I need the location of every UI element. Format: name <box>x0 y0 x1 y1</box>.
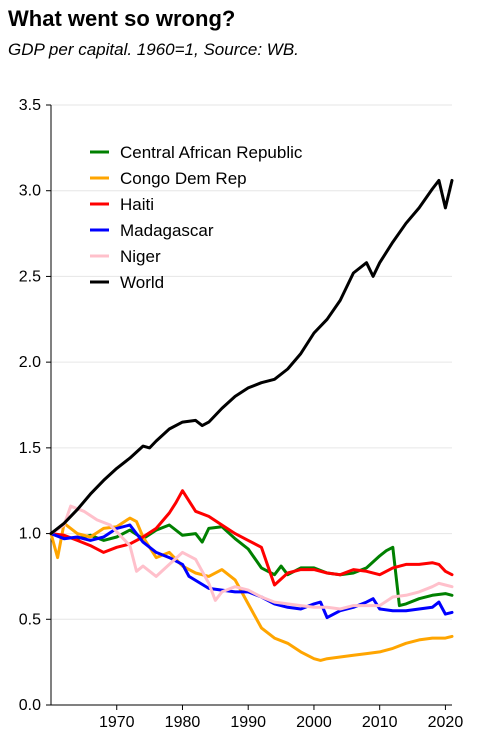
legend-label-1: Central African Republic <box>120 143 303 162</box>
legend-label-5: Niger <box>120 247 161 266</box>
x-tick-label: 1980 <box>165 714 201 731</box>
series-line-4 <box>49 523 454 620</box>
legend-label-2: Congo Dem Rep <box>120 169 247 188</box>
series-line-6 <box>49 178 454 536</box>
y-tick-label: 2.5 <box>19 268 41 285</box>
series-line-5 <box>49 504 454 611</box>
legend-label-4: Madagascar <box>120 221 214 240</box>
legend-label-6: World <box>120 273 164 292</box>
series-lines <box>49 178 454 662</box>
x-tick-label: 2000 <box>296 714 332 731</box>
x-tick-label: 1990 <box>230 714 266 731</box>
y-tick-label: 1.5 <box>19 440 41 457</box>
legend-label-3: Haiti <box>120 195 154 214</box>
x-tick-label: 1970 <box>99 714 135 731</box>
x-tick-label: 2010 <box>362 714 398 731</box>
series-line-1 <box>49 523 454 608</box>
series-line-3 <box>49 489 454 587</box>
y-tick-label: 1.0 <box>19 526 41 543</box>
y-tick-label: 3.0 <box>19 183 41 200</box>
y-tick-label: 0.0 <box>19 697 41 714</box>
axes: 0.0 0.5 1.0 1.5 2.0 2.5 3.0 3.5 1970 1980 1990 2000… <box>19 97 464 731</box>
y-tick-label: 0.5 <box>19 611 41 628</box>
legend: Central African Republic Congo Dem Rep Hai… <box>90 143 303 292</box>
y-tick-label: 3.5 <box>19 97 41 114</box>
chart-subtitle: GDP per capital. 1960=1, Source: WB. <box>8 40 299 59</box>
y-tick-label: 2.0 <box>19 354 41 371</box>
chart-title: What went so wrong? <box>8 6 236 31</box>
x-tick-label: 2020 <box>428 714 464 731</box>
gridlines <box>51 104 452 620</box>
